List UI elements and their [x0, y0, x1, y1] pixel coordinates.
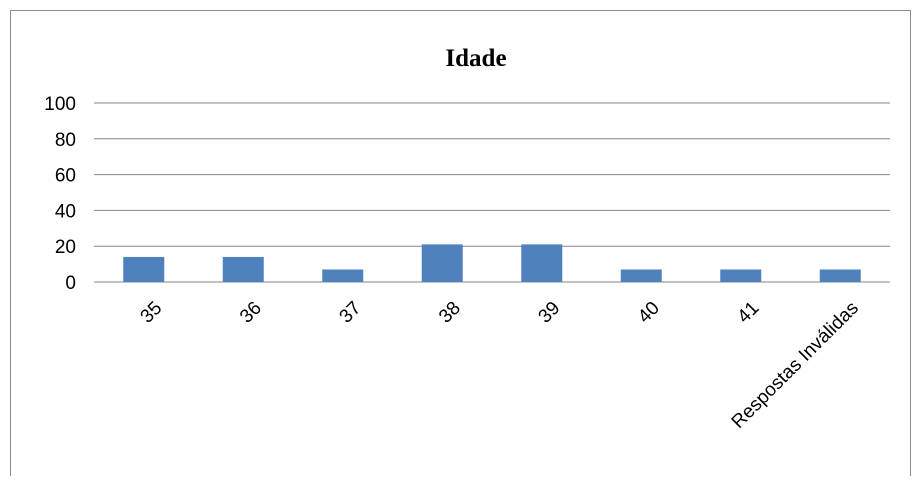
y-tick-label: 80 [55, 130, 76, 151]
y-tick-label: 100 [44, 94, 76, 115]
x-tick-label: 39 [535, 298, 565, 328]
bar-41 [720, 269, 762, 282]
y-tick-label: 60 [55, 166, 76, 187]
x-tick-label: 41 [734, 298, 764, 328]
bar-37 [322, 269, 364, 282]
y-axis-ticks: 0 20 40 60 80 100 [44, 94, 76, 294]
bar-36 [222, 256, 264, 282]
y-tick-label: 0 [65, 273, 76, 294]
x-tick-label: 38 [435, 298, 465, 328]
x-tick-label: 35 [137, 298, 167, 328]
chart-title: Idade [445, 45, 506, 72]
bars [123, 244, 861, 282]
bar-40 [620, 269, 662, 282]
y-tick-label: 40 [55, 201, 76, 222]
x-tick-label: 36 [236, 298, 266, 328]
chart-area: Idade 0 20 40 60 80 100 35 36 37 38 39 40 41 Respost… [10, 10, 911, 476]
x-tick-label: 40 [634, 298, 664, 328]
bar-35 [123, 256, 165, 282]
bar-respostas-inválidas [819, 269, 861, 282]
gridlines [94, 102, 890, 283]
bar-39 [521, 244, 563, 282]
bar-38 [421, 244, 463, 282]
y-tick-label: 20 [55, 237, 76, 258]
x-tick-label: 37 [336, 298, 366, 328]
